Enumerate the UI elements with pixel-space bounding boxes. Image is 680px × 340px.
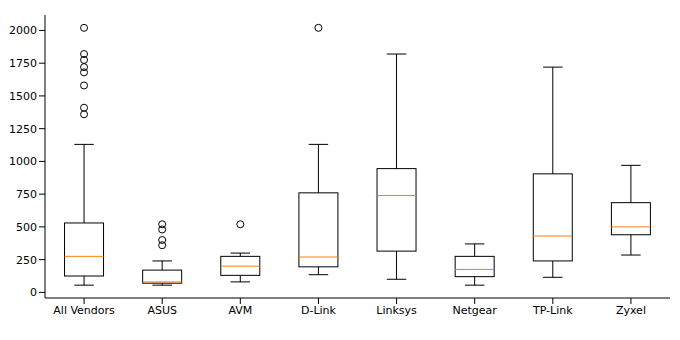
svg-text:ASUS: ASUS xyxy=(147,304,177,317)
svg-text:1500: 1500 xyxy=(9,90,37,103)
svg-text:2000: 2000 xyxy=(9,24,37,37)
svg-text:500: 500 xyxy=(16,221,37,234)
svg-text:1000: 1000 xyxy=(9,155,37,168)
svg-text:AVM: AVM xyxy=(228,304,252,317)
svg-text:750: 750 xyxy=(16,188,37,201)
svg-text:TP-Link: TP-Link xyxy=(532,304,573,317)
svg-text:1250: 1250 xyxy=(9,123,37,136)
svg-text:Netgear: Netgear xyxy=(453,304,498,317)
svg-text:0: 0 xyxy=(30,286,37,299)
svg-text:1750: 1750 xyxy=(9,57,37,70)
svg-text:All Vendors: All Vendors xyxy=(53,304,115,317)
svg-text:Linksys: Linksys xyxy=(376,304,417,317)
svg-text:D-Link: D-Link xyxy=(301,304,337,317)
svg-text:Zyxel: Zyxel xyxy=(616,304,646,317)
svg-text:250: 250 xyxy=(16,254,37,267)
